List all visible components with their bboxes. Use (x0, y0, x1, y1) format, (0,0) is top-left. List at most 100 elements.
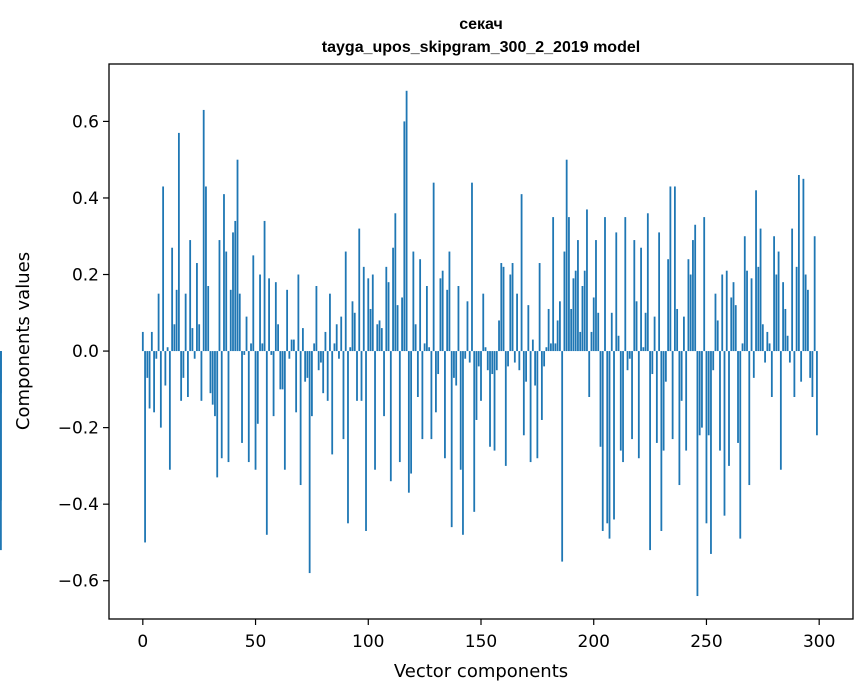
bar (750, 278, 753, 352)
x-tick-label: 300 (803, 632, 835, 652)
bar (529, 351, 532, 463)
bar (518, 351, 521, 371)
x-tick-label: 50 (245, 632, 267, 652)
bar (779, 351, 782, 470)
bar (719, 351, 721, 451)
bar (811, 351, 814, 397)
bar (342, 351, 345, 440)
bar (385, 266, 388, 352)
bar (274, 282, 277, 352)
bar (757, 266, 760, 352)
bar (412, 251, 415, 352)
bar (283, 351, 286, 470)
bar (351, 301, 354, 352)
bar (588, 351, 591, 397)
bar (214, 351, 216, 417)
bar (299, 351, 302, 486)
bar (556, 320, 559, 352)
bar (737, 351, 739, 443)
bar (410, 351, 413, 474)
bar (604, 217, 606, 352)
bar (493, 351, 496, 451)
bar (628, 351, 631, 359)
bar (655, 351, 658, 443)
bar (315, 286, 318, 352)
bar (610, 312, 613, 352)
bar (773, 236, 775, 352)
bar (380, 328, 383, 352)
bar (144, 351, 146, 543)
bar (601, 351, 604, 531)
bar (394, 213, 397, 352)
bar (741, 343, 744, 352)
bar (606, 351, 609, 524)
bar (389, 351, 392, 482)
bar (547, 308, 550, 352)
bar (782, 282, 785, 352)
x-ticks: 0 50 100 150 200 250 300 (137, 619, 835, 652)
bar (356, 351, 358, 401)
bar (635, 301, 638, 352)
bar (146, 351, 149, 378)
bar (714, 293, 717, 352)
y-tick-label: −0.4 (58, 495, 99, 515)
bar (173, 324, 176, 352)
bar (311, 351, 313, 417)
bar (716, 320, 719, 352)
bar (407, 351, 410, 493)
bar (552, 217, 555, 352)
bar (432, 182, 435, 352)
bar (205, 186, 207, 352)
bar (568, 217, 570, 352)
bar (664, 351, 667, 382)
bar (791, 228, 794, 352)
bar (640, 247, 642, 352)
bar (703, 217, 706, 352)
bar (464, 351, 467, 359)
bar (516, 293, 518, 352)
bar (795, 266, 798, 352)
bar (534, 351, 537, 386)
bar (250, 343, 252, 352)
bar (646, 213, 649, 352)
bar (457, 286, 460, 352)
bar (164, 351, 167, 386)
bar (202, 109, 205, 352)
bar (543, 351, 546, 367)
bar (624, 217, 627, 352)
bar (696, 351, 699, 597)
bar (592, 297, 595, 352)
bar (579, 331, 582, 352)
bar (649, 351, 651, 551)
bar (500, 263, 503, 352)
bar (166, 347, 169, 352)
bar (198, 324, 201, 352)
bar (403, 121, 406, 352)
bar (180, 351, 183, 401)
bar (545, 347, 548, 352)
bar (263, 220, 266, 352)
bar (450, 351, 453, 528)
bar (802, 178, 805, 352)
bar (619, 351, 622, 451)
bar (428, 347, 431, 352)
bar (405, 90, 408, 352)
bar (229, 289, 232, 352)
bar (613, 351, 615, 520)
bar (788, 351, 791, 363)
bar (317, 351, 320, 371)
bar (525, 351, 527, 382)
bar (597, 312, 600, 352)
bar (692, 240, 694, 352)
bar (615, 232, 618, 352)
bar (455, 351, 458, 386)
bar (768, 343, 771, 352)
bar (425, 286, 428, 352)
bar (421, 351, 424, 440)
bar (189, 240, 192, 352)
bar (509, 274, 512, 352)
y-tick-label: −0.2 (58, 419, 99, 439)
bar (207, 286, 210, 352)
bar (286, 289, 289, 352)
bar (459, 351, 462, 470)
